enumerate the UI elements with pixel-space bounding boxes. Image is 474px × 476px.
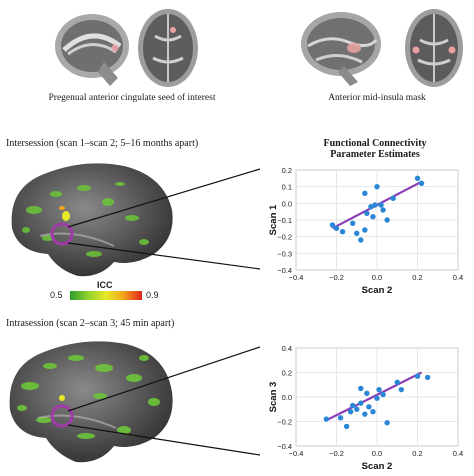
fc-title-line1: Functional Connectivity — [323, 138, 427, 149]
y-tick-label: 0.0 — [282, 199, 292, 208]
data-point — [358, 385, 364, 392]
data-point — [323, 416, 330, 422]
data-point — [376, 386, 382, 393]
y-tick-label: −0.1 — [277, 216, 292, 225]
intrasession-scatter-plot: −0.4 −0.2 0.0 0.2 0.4 0.4 0.2 0.0 −0.2 −0.4 Scan 2… — [268, 344, 463, 472]
mask-sagittal-image — [301, 12, 381, 86]
data-point — [370, 213, 376, 220]
x-tick-label: 0.4 — [453, 449, 463, 458]
mask-axial-image — [405, 9, 463, 87]
icc-colorbar — [70, 291, 142, 300]
data-point — [333, 225, 340, 232]
x-tick-label: 0.2 — [412, 273, 422, 282]
x-tick-label: 0.0 — [372, 273, 382, 282]
data-point — [358, 237, 364, 243]
intrasession-title: Intrasession (scan 2–scan 3; 45 min apar… — [6, 318, 175, 329]
data-point — [398, 386, 404, 393]
mask-caption: Anterior mid-insula mask — [328, 93, 426, 103]
data-point — [374, 183, 380, 190]
data-point — [380, 391, 386, 398]
y-tick-label: −0.4 — [277, 266, 292, 275]
x-axis-label: Scan 2 — [362, 285, 393, 296]
data-point — [329, 222, 336, 228]
data-point — [350, 220, 356, 227]
fc-title-line2: Parameter Estimates — [330, 149, 420, 160]
data-point — [364, 390, 370, 397]
data-point — [384, 420, 390, 426]
data-point — [354, 230, 360, 237]
data-point — [374, 395, 380, 401]
data-point — [343, 423, 350, 430]
data-point — [358, 400, 364, 406]
data-point — [394, 379, 400, 385]
x-tick-label: −0.4 — [289, 449, 304, 458]
y-tick-label: 0.4 — [282, 344, 292, 353]
data-point — [364, 210, 370, 217]
data-point — [362, 190, 368, 197]
seed-caption: Pregenual anterior cingulate seed of int… — [48, 93, 216, 103]
intersession-title: Intersession (scan 1–scan 2; 5–16 months… — [6, 138, 199, 149]
y-tick-label: 0.2 — [282, 369, 292, 378]
y-tick-label: −0.3 — [277, 249, 292, 258]
data-point — [384, 217, 390, 223]
x-tick-label: −0.2 — [329, 449, 344, 458]
y-tick-label: −0.2 — [277, 233, 292, 242]
x-tick-label: 0.4 — [453, 273, 463, 282]
intersession-scatter-plot: −0.4 −0.2 0.0 0.2 0.4 0.2 0.1 0.0 −0.1 −0.2 −0.3 −0… — [268, 166, 463, 296]
data-point — [368, 203, 374, 210]
data-point — [414, 175, 421, 182]
y-axis-label: Scan 3 — [268, 382, 279, 413]
data-point — [390, 195, 396, 202]
data-point — [354, 406, 360, 412]
colorbar-min: 0.5 — [50, 290, 63, 300]
data-point — [380, 207, 386, 213]
x-axis-label: Scan 2 — [362, 461, 393, 472]
data-point — [337, 415, 344, 421]
data-point — [362, 227, 368, 233]
data-point — [366, 404, 372, 410]
y-tick-label: −0.4 — [277, 442, 292, 451]
seed-axial-image — [138, 9, 198, 87]
x-tick-label: 0.0 — [372, 449, 382, 458]
data-point — [372, 202, 378, 208]
regression-line — [325, 371, 423, 422]
data-point — [350, 402, 356, 409]
x-tick-label: 0.2 — [412, 449, 422, 458]
data-point — [370, 409, 376, 415]
data-point — [414, 373, 421, 379]
colorbar-label: ICC — [97, 280, 113, 290]
intersession-connector-lines — [67, 168, 261, 270]
colorbar-max: 0.9 — [146, 290, 159, 300]
data-point — [378, 202, 384, 208]
intrasession-connector-lines — [67, 346, 261, 456]
data-point — [339, 228, 346, 235]
x-tick-label: −0.4 — [289, 273, 304, 282]
seed-sagittal-image — [55, 14, 129, 86]
data-point — [347, 409, 354, 415]
y-axis-label: Scan 1 — [268, 204, 279, 235]
y-tick-label: 0.0 — [282, 393, 292, 402]
data-point — [424, 374, 431, 381]
x-tick-label: −0.2 — [329, 273, 344, 282]
fc-title: Functional Connectivity Parameter Estima… — [290, 138, 460, 160]
y-tick-label: 0.1 — [282, 183, 292, 192]
data-point — [418, 180, 425, 187]
intrasession-brain-surface — [9, 341, 173, 463]
data-point — [362, 411, 368, 417]
y-tick-label: −0.2 — [277, 418, 292, 427]
y-tick-label: 0.2 — [282, 166, 292, 175]
